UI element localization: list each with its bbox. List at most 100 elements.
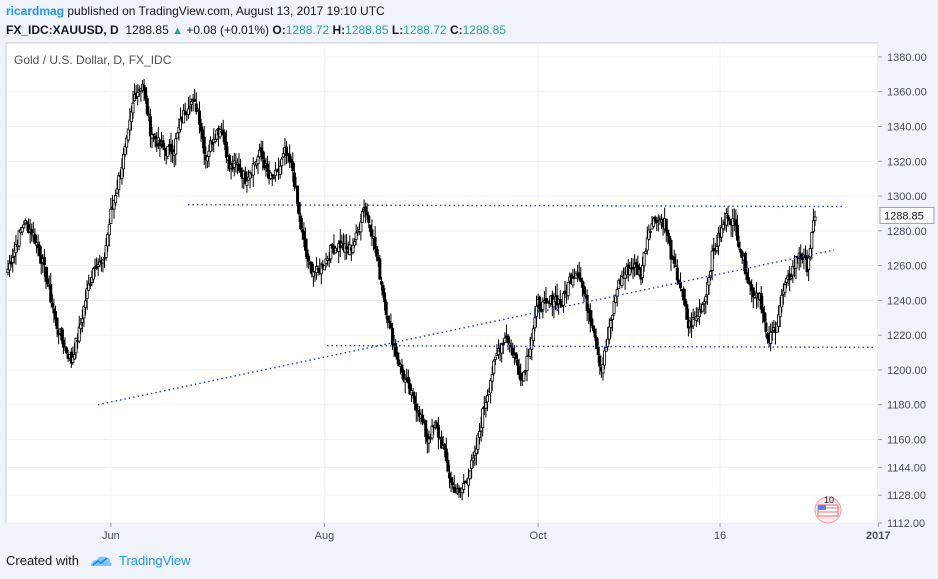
candle-body	[365, 211, 369, 216]
y-tick-label: 1128.00	[887, 490, 926, 502]
candle-body	[810, 231, 814, 249]
candle-body	[628, 268, 632, 276]
candle-body	[395, 352, 399, 360]
candle-body	[444, 448, 448, 462]
candle-body	[470, 459, 474, 469]
svg-text:10: 10	[824, 495, 834, 505]
close-label: C:	[449, 23, 463, 37]
candle-body	[77, 326, 81, 342]
candle-body	[109, 208, 113, 224]
candle-body	[607, 326, 611, 340]
candle-body	[55, 317, 59, 329]
candle-body	[402, 370, 406, 381]
candle-body	[702, 301, 706, 305]
candle-body	[387, 321, 391, 323]
candle-body	[17, 230, 21, 247]
created-with-text: Created with	[6, 553, 79, 568]
tradingview-link[interactable]: TradingView	[118, 553, 191, 568]
candle-body	[642, 251, 646, 267]
candle-body	[122, 154, 126, 170]
trendline-rising	[97, 249, 835, 406]
trendlines	[97, 204, 876, 406]
candle-body	[205, 156, 209, 162]
high-value: 1288.85	[345, 23, 389, 37]
time-axis[interactable]: JunAugOct162017MarMayJulSep	[102, 523, 938, 542]
candle-body	[114, 195, 118, 204]
candle-body	[533, 317, 537, 329]
candle-body	[353, 241, 357, 246]
candle-body	[65, 347, 69, 354]
change-value: +0.08 (+0.01%)	[186, 23, 270, 37]
candle-body	[561, 293, 565, 306]
candle-body	[501, 343, 505, 346]
y-tick-label: 1240.00	[887, 295, 927, 307]
candle-body	[197, 110, 201, 125]
high-label: H:	[332, 23, 346, 37]
candle-body	[152, 133, 156, 136]
candle-body	[33, 233, 37, 244]
last-price-marker	[879, 206, 935, 224]
candle-body	[194, 103, 198, 113]
candle-body	[61, 339, 65, 348]
last-price: 1288.85	[125, 23, 169, 37]
candle-body	[60, 327, 64, 341]
candle-body	[414, 403, 418, 411]
candle-body	[188, 105, 192, 109]
candle-body	[126, 128, 130, 141]
candle-body	[674, 265, 678, 268]
candle-body	[303, 238, 307, 251]
candle-body	[11, 257, 15, 263]
candle-body	[224, 141, 228, 158]
candle-body	[541, 301, 545, 310]
candle-body	[591, 325, 595, 332]
candle-body	[370, 229, 374, 237]
candle-body	[49, 283, 53, 303]
candle-body	[601, 364, 605, 374]
y-tick-label: 1144.00	[887, 462, 926, 474]
candle-body	[585, 294, 589, 312]
candle-body	[79, 323, 83, 330]
candle-body	[489, 380, 493, 394]
candle-body	[25, 221, 29, 225]
candle-body	[685, 304, 689, 320]
candle-body	[329, 245, 333, 260]
price-axis[interactable]: 1112.00 1128.00 1144.00 1160.00 1180.00 1200.…	[878, 52, 935, 530]
candle-body	[46, 278, 50, 285]
x-tick-label: Oct	[530, 530, 547, 542]
candle-body	[577, 272, 581, 279]
chart-title: Gold / U.S. Dollar, D, FX_IDC	[14, 53, 172, 67]
candle-body	[808, 247, 812, 258]
candle-body	[284, 146, 288, 156]
candle-body	[196, 108, 200, 111]
author-name[interactable]: ricardmag	[6, 4, 65, 18]
candle-body	[421, 414, 425, 423]
candle-body	[701, 304, 705, 312]
candle-body	[136, 92, 140, 97]
candle-body	[571, 278, 575, 286]
candle-body	[378, 258, 382, 280]
change-arrow-icon: ▲	[172, 25, 183, 37]
candle-body	[769, 331, 773, 345]
candle-body	[593, 328, 597, 338]
candle-body	[351, 244, 355, 254]
tradingview-logo-icon[interactable]	[89, 554, 113, 568]
candle-body	[207, 150, 211, 157]
candle-body	[466, 477, 470, 486]
candle-body	[106, 233, 110, 247]
price-chart[interactable]: 1112.00 1128.00 1144.00 1160.00 1180.00 1200.…	[0, 40, 938, 545]
published-text: published on TradingView.com, August 13,…	[67, 4, 385, 18]
publish-header: ricardmag published on TradingView.com, …	[6, 2, 385, 20]
candle-body	[430, 425, 434, 439]
candle-body	[735, 225, 739, 241]
candle-body	[72, 354, 76, 360]
candle-body	[743, 253, 747, 275]
candle-body	[193, 99, 197, 102]
candle-body	[631, 267, 635, 270]
candle-body	[327, 259, 331, 262]
candle-body	[424, 420, 428, 438]
candle-body	[375, 246, 379, 257]
candle-body	[691, 317, 695, 327]
x-tick-label: 16	[714, 530, 726, 542]
candle-body	[740, 251, 744, 259]
candle-body	[811, 220, 815, 233]
